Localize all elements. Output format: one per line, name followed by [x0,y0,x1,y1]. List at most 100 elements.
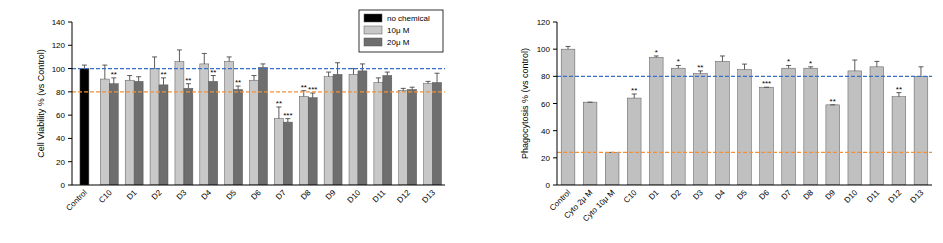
significance-label: *** [283,111,292,120]
y-tick-label: 140 [52,18,66,27]
bar [433,83,442,185]
y-tick [68,68,72,69]
y-tick [68,115,72,116]
reference-line [557,152,932,153]
reference-line [557,76,932,77]
x-tick-label: D9 [824,188,838,202]
significance-label: *** [762,79,771,88]
error-bar [127,76,132,81]
error-bar [401,88,406,90]
bar [870,67,884,185]
significance-label: ** [631,86,637,95]
bar [250,80,259,185]
bar [561,49,575,185]
bar [760,87,774,185]
bar [716,61,730,185]
y-tick [68,22,72,23]
bar [424,84,433,185]
x-tick-label: C10 [97,188,114,205]
y-tick [68,138,72,139]
x-tick-label: D10 [842,188,859,205]
bar [259,67,268,185]
bar [333,74,342,185]
y-tick-label: 40 [541,127,550,136]
y-tick-label: 80 [56,88,65,97]
x-tick-label: D13 [909,188,926,205]
error-bar [376,78,381,83]
y-tick [68,161,72,162]
bar [209,81,218,185]
bar [399,91,408,185]
error-bar [276,107,281,119]
x-tick-label: D6 [249,188,263,202]
legend-box [359,10,443,52]
y-tick-label: 20 [56,158,65,167]
bar [134,81,143,185]
error-bar [161,78,166,85]
significance-label: * [787,57,790,66]
y-tick [553,130,557,131]
legend-label: 20μ M [387,38,410,47]
error-bar [136,77,141,82]
error-bar [326,72,331,77]
x-tick-label: D2 [669,188,683,202]
bar [324,77,333,185]
x-tick-label: D3 [175,188,189,202]
plot-area [72,50,445,185]
y-tick-label: 0 [61,181,66,190]
error-bar [351,69,356,75]
error-bar [102,65,107,79]
x-tick-label: D5 [735,188,749,202]
significance-label: *** [308,85,317,94]
y-axis-title: Phagocytosis % (vs control) [520,48,530,159]
bar [125,80,134,185]
x-tick-label: C10 [622,188,639,205]
x-tick-label: D3 [691,188,705,202]
bar [848,71,862,185]
legend: no chemical10μ M20μ M [359,10,443,52]
bar [694,74,708,185]
plot-area [557,46,932,185]
x-tick-label: D8 [299,188,313,202]
error-bar [566,46,571,49]
bar [583,102,597,185]
y-tick-label: 120 [537,18,551,27]
bar [283,122,292,185]
bar [605,152,619,185]
reference-line [72,91,445,92]
x-tick-label: D10 [346,188,363,205]
x-tick-label: D1 [647,188,661,202]
error-bar [588,102,593,103]
bar [408,90,417,185]
significance-label: ** [697,63,703,72]
y-tick-label: 60 [541,100,550,109]
error-bar [385,72,390,75]
bar [627,98,641,185]
bar [225,62,234,185]
y-tick [68,45,72,46]
x-tick-label: D12 [887,188,904,205]
bar [200,64,209,185]
x-tick-label: D2 [150,188,164,202]
significance-label: ** [830,97,836,106]
y-tick-label: 40 [56,134,65,143]
legend-label: no chemical [387,14,430,23]
x-tick-label: D12 [395,188,412,205]
x-tick-label: D4 [713,188,727,202]
bar [234,90,243,185]
error-bar [874,61,879,66]
x-tick-label: D13 [420,188,437,205]
y-axis [557,22,558,185]
x-tick-label: D1 [125,188,139,202]
significance-label: ** [276,99,282,108]
reference-line [72,68,445,69]
significance-label: * [655,48,658,57]
y-tick-label: 0 [546,181,551,190]
bar [175,62,184,185]
y-tick [553,49,557,50]
y-tick-label: 20 [541,154,550,163]
bar [184,88,193,185]
error-bar [410,87,415,89]
bar [100,79,109,185]
significance-label: ** [185,76,191,85]
